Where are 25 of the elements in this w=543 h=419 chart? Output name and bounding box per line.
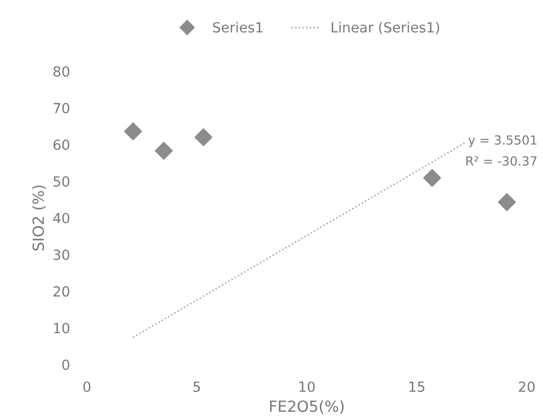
- annotation: R² = -30.37: [466, 156, 536, 166]
- y-tick-label: 20: [54, 286, 70, 297]
- x-tick-label: 0: [83, 381, 90, 392]
- y-tick-label: 60: [54, 140, 70, 150]
- y-tick-label: 10: [54, 322, 70, 334]
- point: [154, 142, 173, 160]
- x-tick-label: 20: [518, 381, 535, 392]
- x-tick-label: 15: [409, 382, 424, 392]
- y-tick-label: 0: [62, 360, 70, 370]
- legend-label: Series1: [213, 22, 262, 33]
- y-tick-label: 30: [54, 250, 70, 260]
- y-axis-title: SIO2 (%): [32, 186, 46, 250]
- point: [423, 169, 442, 187]
- point: [124, 122, 142, 140]
- y-tick-label: 70: [54, 102, 70, 114]
- x-axis-title: FE2O5(%): [270, 400, 344, 414]
- legend-label: Linear (Series1): [332, 22, 440, 34]
- point: [194, 128, 212, 146]
- x-tick-label: 10: [299, 381, 315, 392]
- y-tick-label: 40: [53, 212, 70, 224]
- y-tick-label: 80: [53, 66, 70, 77]
- annotation: y = 3.5501: [468, 135, 536, 148]
- point: [498, 193, 516, 212]
- x-tick-label: 5: [193, 382, 200, 392]
- y-tick-label: 50: [54, 176, 70, 187]
